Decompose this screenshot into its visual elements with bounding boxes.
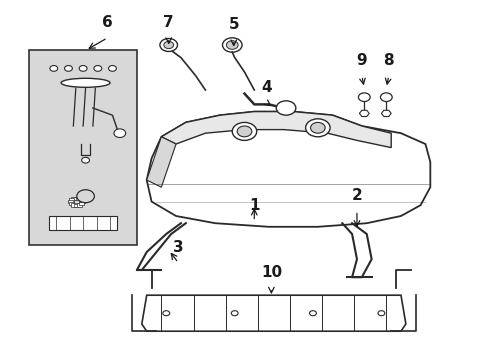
Bar [77, 197, 82, 200]
Circle shape [310, 122, 325, 133]
Bar [69, 202, 74, 205]
Bar [69, 198, 74, 202]
Polygon shape [146, 137, 176, 187]
Text: 10: 10 [260, 265, 282, 280]
Circle shape [160, 39, 177, 51]
Bar [74, 204, 79, 207]
Circle shape [163, 41, 173, 49]
Circle shape [163, 311, 169, 316]
Bar [74, 197, 79, 200]
Circle shape [231, 311, 238, 316]
Circle shape [108, 66, 116, 71]
Circle shape [50, 66, 58, 71]
Circle shape [114, 129, 125, 138]
Bar [79, 202, 84, 205]
Circle shape [94, 66, 102, 71]
Circle shape [64, 66, 72, 71]
Text: 5: 5 [228, 17, 239, 32]
Ellipse shape [61, 78, 110, 87]
Polygon shape [359, 110, 368, 117]
Polygon shape [381, 110, 390, 117]
Bar [77, 203, 82, 207]
Circle shape [305, 119, 329, 137]
Circle shape [222, 38, 242, 52]
Bar [68, 200, 73, 203]
Circle shape [77, 190, 94, 203]
Text: 8: 8 [383, 53, 393, 68]
Polygon shape [146, 112, 429, 227]
Circle shape [237, 126, 251, 137]
Text: 1: 1 [248, 198, 259, 213]
Bar [79, 198, 84, 202]
Circle shape [79, 66, 87, 71]
Bar [49, 216, 117, 230]
Text: 4: 4 [261, 80, 271, 95]
Text: 2: 2 [351, 188, 362, 203]
Text: 9: 9 [356, 53, 366, 68]
Polygon shape [142, 295, 405, 331]
Circle shape [276, 101, 295, 115]
Circle shape [380, 93, 391, 102]
Circle shape [226, 41, 238, 49]
Bar [71, 203, 76, 207]
Circle shape [309, 311, 316, 316]
Circle shape [232, 122, 256, 140]
Bar [71, 197, 76, 200]
Text: 6: 6 [102, 15, 113, 30]
Circle shape [377, 311, 384, 316]
Bar [80, 200, 85, 203]
Polygon shape [161, 112, 390, 148]
Circle shape [358, 93, 369, 102]
Text: 3: 3 [173, 240, 183, 255]
Text: 7: 7 [163, 15, 174, 30]
Circle shape [81, 157, 89, 163]
FancyBboxPatch shape [29, 50, 137, 245]
